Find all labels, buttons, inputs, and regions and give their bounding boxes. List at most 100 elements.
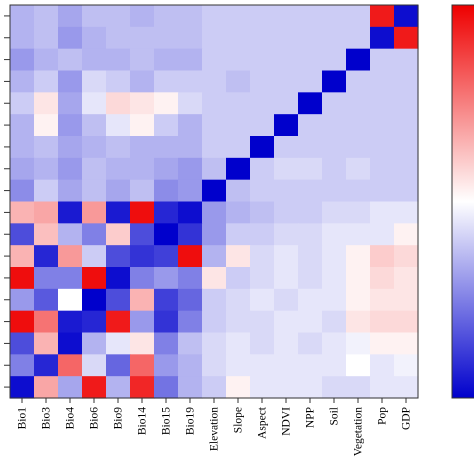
heatmap-cell [130, 5, 155, 28]
heatmap-cell [322, 267, 347, 290]
heatmap-cell [346, 267, 371, 290]
heatmap-cell [250, 245, 275, 268]
heatmap-cell [10, 179, 35, 203]
heatmap-cell [298, 179, 323, 203]
heatmap-cell [250, 26, 275, 50]
heatmap-cell [34, 70, 59, 93]
heatmap-cell [322, 354, 347, 377]
heatmap-cell [370, 70, 395, 93]
heatmap-cell [322, 5, 347, 28]
heatmap-cells [10, 5, 419, 399]
heatmap-cell [226, 201, 251, 224]
heatmap-cell [250, 201, 275, 224]
heatmap-cell [250, 223, 275, 246]
heatmap-cell [346, 376, 371, 399]
heatmap-cell [346, 48, 371, 72]
heatmap-cell [322, 92, 347, 115]
heatmap-cell [202, 179, 227, 203]
heatmap-cell [106, 267, 131, 290]
heatmap-cell [58, 26, 83, 50]
heatmap-cell [346, 223, 371, 246]
heatmap-cell [154, 5, 179, 28]
heatmap-cell [322, 245, 347, 268]
heatmap-cell [82, 310, 107, 334]
heatmap-cell [130, 354, 155, 377]
heatmap-cell [82, 201, 107, 224]
heatmap-cell [226, 354, 251, 377]
heatmap-cell [250, 376, 275, 399]
heatmap-cell [130, 376, 155, 399]
heatmap-cell [82, 376, 107, 399]
heatmap-cell [202, 332, 227, 355]
heatmap-cell [346, 354, 371, 377]
heatmap-cell [130, 136, 155, 159]
heatmap-cell [322, 223, 347, 246]
heatmap-cell [202, 267, 227, 290]
heatmap-cell [154, 332, 179, 355]
heatmap-cell [298, 48, 323, 72]
heatmap-cell [226, 157, 251, 181]
heatmap-cell [394, 136, 419, 159]
heatmap-cell [394, 201, 419, 224]
x-tick-label: Bio15 [161, 407, 173, 435]
heatmap-cell [178, 354, 203, 377]
heatmap-cell [34, 48, 59, 72]
heatmap-cell [34, 5, 59, 28]
heatmap-cell [10, 245, 35, 268]
heatmap-cell [178, 310, 203, 334]
heatmap-cell [250, 114, 275, 137]
heatmap-cell [226, 376, 251, 399]
heatmap-cell [226, 245, 251, 268]
heatmap-cell [58, 223, 83, 246]
heatmap-cell [106, 310, 131, 334]
heatmap-cell [106, 179, 131, 203]
heatmap-cell [178, 332, 203, 355]
heatmap-cell [34, 332, 59, 355]
heatmap-cell [82, 114, 107, 137]
heatmap-cell [274, 136, 299, 159]
heatmap-cell [322, 48, 347, 72]
heatmap-cell [274, 179, 299, 203]
heatmap-cell [106, 245, 131, 268]
heatmap-cell [322, 157, 347, 181]
heatmap-cell [394, 26, 419, 50]
heatmap-cell [154, 223, 179, 246]
heatmap-cell [322, 114, 347, 137]
heatmap-cell [178, 179, 203, 203]
heatmap-cell [106, 288, 131, 312]
x-tick-label: NPP [305, 407, 317, 428]
heatmap-cell [82, 354, 107, 377]
heatmap-cell [106, 114, 131, 137]
heatmap-cell [82, 332, 107, 355]
heatmap-cell [394, 70, 419, 93]
heatmap-cell [394, 332, 419, 355]
heatmap-cell [130, 332, 155, 355]
heatmap-cell [154, 179, 179, 203]
heatmap-cell [274, 5, 299, 28]
heatmap-cell [106, 376, 131, 399]
heatmap-cell [226, 223, 251, 246]
heatmap-cell [154, 267, 179, 290]
heatmap-cell [34, 92, 59, 115]
heatmap-cell [394, 5, 419, 28]
heatmap-cell [202, 354, 227, 377]
heatmap-cell [322, 26, 347, 50]
heatmap-cell [226, 179, 251, 203]
heatmap-cell [58, 5, 83, 28]
heatmap-cell [370, 179, 395, 203]
heatmap-cell [346, 310, 371, 334]
heatmap-cell [370, 26, 395, 50]
heatmap-cell [226, 26, 251, 50]
heatmap-cell [250, 179, 275, 203]
x-tick-label: Bio4 [65, 407, 77, 430]
heatmap-cell [298, 376, 323, 399]
heatmap-cell [274, 114, 299, 137]
heatmap-cell [394, 245, 419, 268]
heatmap-cell [34, 245, 59, 268]
heatmap-cell [10, 354, 35, 377]
heatmap-cell [154, 70, 179, 93]
heatmap-cell [154, 376, 179, 399]
heatmap-cell [178, 70, 203, 93]
heatmap-cell [202, 245, 227, 268]
heatmap-cell [346, 5, 371, 28]
